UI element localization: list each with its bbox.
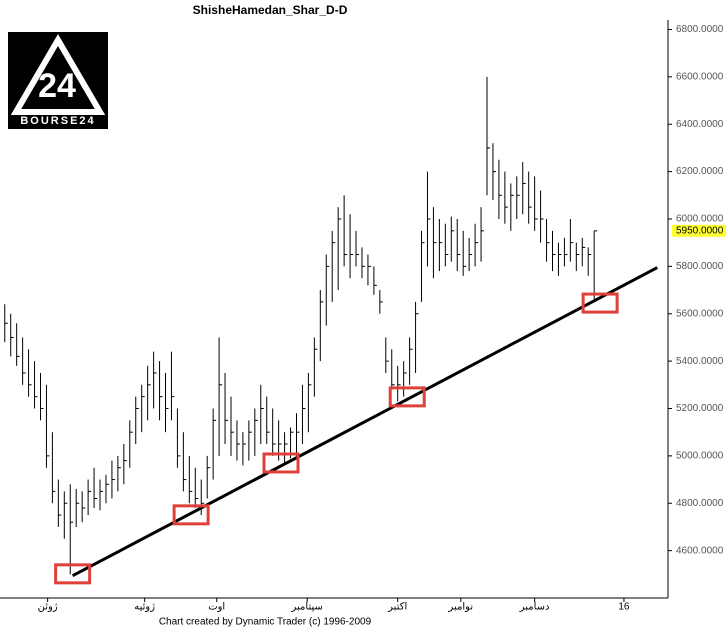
touch-box (172, 504, 210, 526)
chart-title: ShisheHamedan_Shar_D-D (193, 3, 348, 17)
y-tick-label: 4600.0000 (676, 545, 724, 556)
logo-name: BOURSE24 (20, 115, 95, 127)
logo-mark: 24 (38, 67, 76, 105)
y-tick-label: 5800.0000 (676, 261, 724, 272)
x-tick-label: ژوئیه (134, 602, 155, 613)
y-tick-label: 6400.0000 (676, 119, 724, 130)
y-tick-label: 5600.0000 (676, 308, 724, 319)
touch-box (581, 292, 619, 314)
y-tick-label: 5200.0000 (676, 403, 724, 414)
logo: 24 BOURSE24 (8, 32, 108, 129)
y-tick-label: 5000.0000 (676, 451, 724, 462)
touch-box (262, 452, 300, 474)
x-tick-label: ژوئن (38, 602, 58, 613)
x-tick-label: دسامبر (519, 602, 550, 613)
y-tick-label: 6600.0000 (676, 71, 724, 82)
touch-box (388, 386, 426, 408)
y-tick-label: 5400.0000 (676, 356, 724, 367)
logo-triangle (10, 34, 106, 115)
trendline (71, 266, 658, 578)
y-tick-label: 6200.0000 (676, 166, 724, 177)
x-tick-label: اکتبر (387, 602, 407, 613)
y-tick-label: 6000.0000 (676, 214, 724, 225)
x-tick-label: نوامبر (448, 602, 474, 613)
x-tick-label: 16 (618, 602, 630, 613)
y-tick-label: 6800.0000 (676, 24, 724, 35)
last-price-label: 5950.0000 (676, 225, 724, 236)
y-tick-label: 4800.0000 (676, 498, 724, 509)
x-tick-label: سپتامبر (291, 602, 323, 613)
last-price-box (672, 224, 726, 237)
footer: Chart created by Dynamic Trader (c) 1996… (159, 617, 372, 628)
touch-box (54, 563, 92, 585)
x-tick-label: اوت (208, 602, 225, 613)
